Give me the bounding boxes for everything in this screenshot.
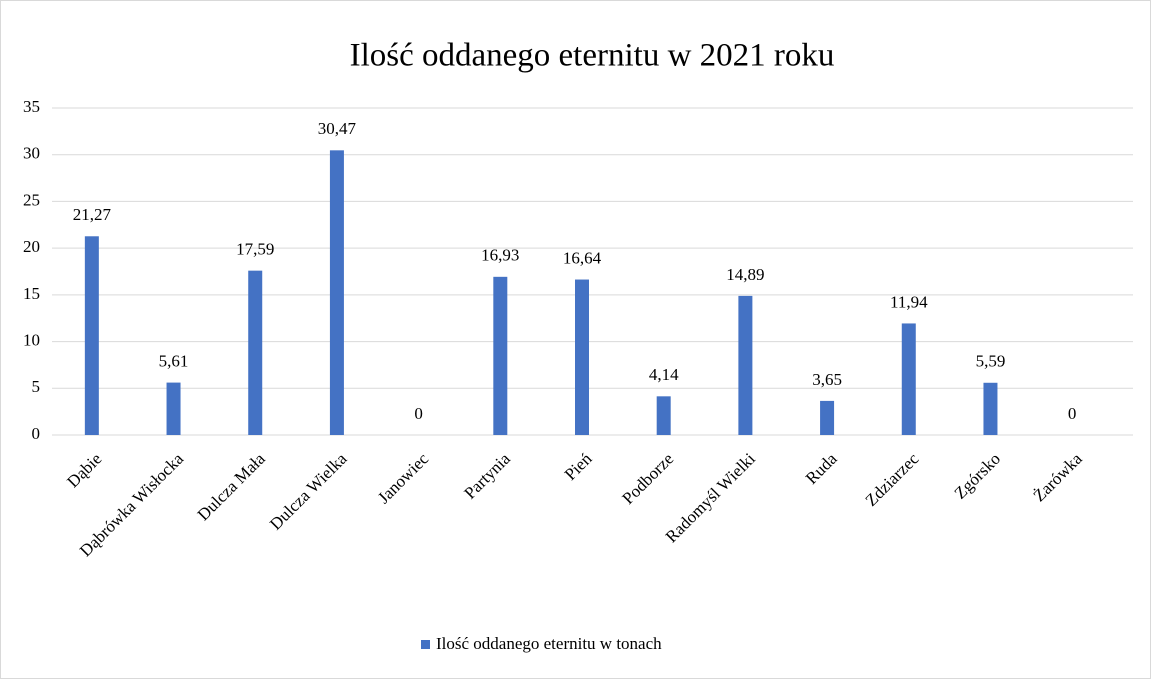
data-label: 11,94 xyxy=(890,292,928,311)
bar xyxy=(248,270,263,435)
data-label: 0 xyxy=(414,404,423,423)
data-label: 5,61 xyxy=(159,351,189,370)
data-label: 21,27 xyxy=(73,205,112,224)
data-label: 0 xyxy=(1068,404,1077,423)
bar xyxy=(820,400,835,435)
data-label: 30,47 xyxy=(318,119,357,138)
legend-label: Ilość oddanego eternitu w tonach xyxy=(436,634,662,653)
y-tick-label: 10 xyxy=(23,330,40,349)
bar xyxy=(983,382,998,435)
data-label: 3,65 xyxy=(812,370,842,389)
bar xyxy=(166,382,181,435)
bar xyxy=(329,150,344,436)
y-tick-label: 25 xyxy=(23,190,40,209)
y-tick-label: 30 xyxy=(23,144,40,163)
bar xyxy=(84,236,99,435)
chart-title: Ilość oddanego eternitu w 2021 roku xyxy=(350,38,835,74)
bar xyxy=(493,276,508,435)
data-label: 16,64 xyxy=(563,248,602,267)
data-label: 16,93 xyxy=(481,246,519,265)
y-tick-label: 0 xyxy=(32,424,41,443)
data-label: 5,59 xyxy=(976,352,1006,371)
data-label: 17,59 xyxy=(236,240,274,259)
bar xyxy=(575,279,589,435)
y-tick-label: 35 xyxy=(23,97,40,116)
y-tick-label: 15 xyxy=(23,284,40,303)
bar xyxy=(901,323,916,435)
bar xyxy=(738,295,753,435)
legend-swatch xyxy=(421,640,430,649)
y-tick-label: 20 xyxy=(23,237,40,256)
bar xyxy=(656,396,671,435)
y-tick-label: 5 xyxy=(32,377,41,396)
data-label: 14,89 xyxy=(726,265,764,284)
data-label: 4,14 xyxy=(649,365,679,384)
